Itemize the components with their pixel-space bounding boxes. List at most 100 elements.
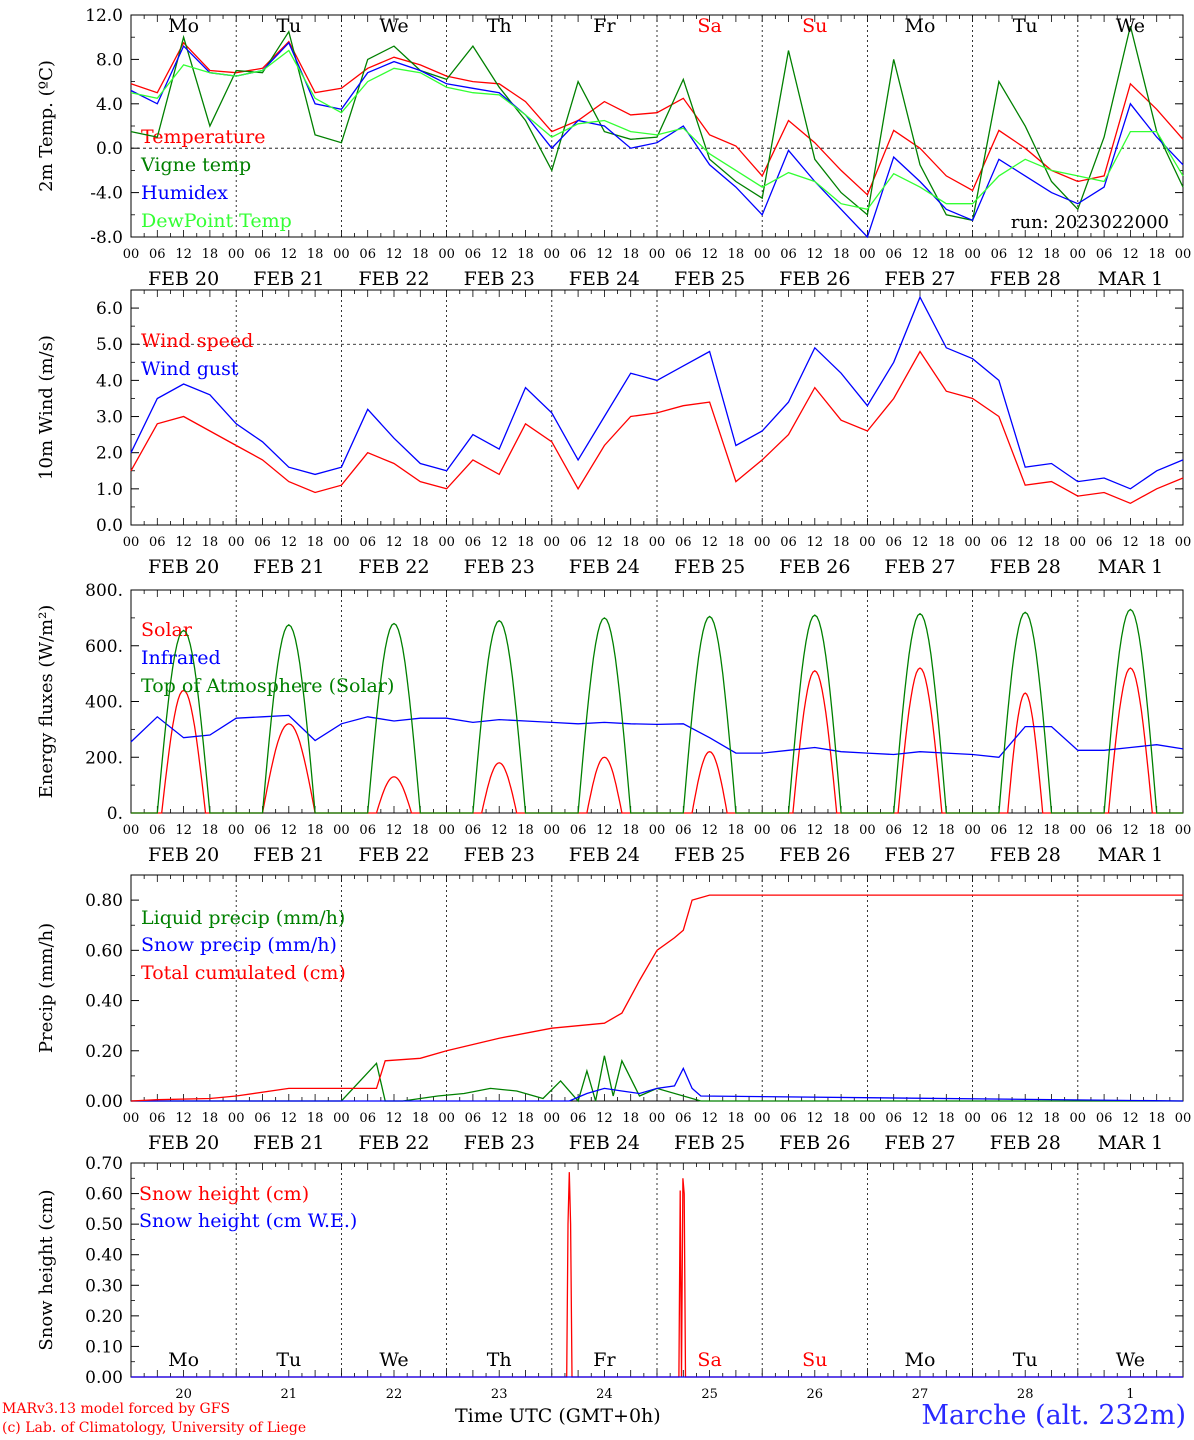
hour-tick-label: 06 (675, 1111, 692, 1126)
hour-tick-label: 12 (596, 247, 613, 262)
weekday-label: Tu (1013, 15, 1038, 37)
day-number-label: 26 (807, 1387, 824, 1402)
hour-tick-label: 00 (1175, 247, 1192, 262)
date-label: FEB 28 (990, 844, 1061, 866)
date-label: FEB 26 (779, 844, 850, 866)
hour-tick-label: 12 (175, 247, 192, 262)
hour-tick-label: 18 (202, 823, 219, 838)
legend-entry: Temperature (141, 126, 265, 148)
hour-tick-label: 18 (1148, 823, 1165, 838)
hour-tick-label: 12 (807, 823, 824, 838)
hour-tick-label: 06 (254, 535, 271, 550)
weekday-label: Tu (276, 15, 301, 37)
hour-tick-label: 00 (649, 247, 666, 262)
hour-tick-label: 18 (1043, 1111, 1060, 1126)
hour-tick-label: 00 (123, 1111, 140, 1126)
legend-entry: Liquid precip (mm/h) (141, 907, 345, 929)
hour-tick-label: 12 (491, 247, 508, 262)
hour-tick-label: 06 (465, 823, 482, 838)
hour-tick-label: 00 (438, 535, 455, 550)
y-tick-label: 5.0 (96, 335, 123, 355)
y-tick-label: 200. (85, 748, 123, 768)
hour-tick-label: 00 (438, 247, 455, 262)
y-tick-label: 600. (85, 637, 123, 657)
y-tick-label: 4.0 (96, 371, 123, 391)
series-line-wind-gust (130, 295, 1184, 490)
hour-tick-label: 06 (885, 535, 902, 550)
y-tick-label: 800. (85, 581, 123, 601)
y-axis-title: Snow height (cm) (36, 1189, 57, 1350)
hour-tick-label: 00 (754, 535, 771, 550)
hour-tick-label: 12 (1122, 247, 1139, 262)
hour-tick-label: 00 (544, 535, 561, 550)
legend-entry: Top of Atmosphere (Solar) (141, 675, 394, 697)
hour-tick-label: 18 (833, 1111, 850, 1126)
hour-tick-label: 00 (649, 535, 666, 550)
hour-tick-label: 12 (1122, 535, 1139, 550)
hour-tick-label: 12 (807, 535, 824, 550)
series-line-snow-precip-mm-h- (131, 1066, 1184, 1102)
hour-tick-label: 18 (833, 535, 850, 550)
y-tick-label: 0.50 (85, 1215, 123, 1235)
hour-tick-label: 12 (175, 823, 192, 838)
hour-tick-label: 18 (1148, 247, 1165, 262)
date-label: FEB 20 (148, 268, 219, 290)
y-tick-label: -4.0 (90, 184, 123, 204)
date-label: FEB 24 (569, 268, 640, 290)
hour-tick-label: 06 (1096, 535, 1113, 550)
hour-tick-label: 00 (438, 1111, 455, 1126)
y-tick-label: 2.0 (96, 444, 123, 464)
weekday-label: Mo (905, 15, 936, 37)
hour-tick-label: 18 (517, 1111, 534, 1126)
hour-tick-label: 06 (254, 247, 271, 262)
y-tick-label: 0.00 (85, 1368, 123, 1388)
hour-tick-label: 06 (570, 247, 587, 262)
date-label: FEB 23 (464, 268, 535, 290)
hour-tick-label: 06 (780, 535, 797, 550)
date-label: FEB 25 (674, 1132, 745, 1154)
legend-entry: Infrared (141, 647, 221, 669)
hour-tick-label: 12 (281, 823, 298, 838)
y-axis-title: 2m Temp. (ºC) (36, 60, 57, 192)
hour-tick-label: 18 (202, 1111, 219, 1126)
date-label: FEB 21 (253, 844, 324, 866)
date-label: FEB 23 (464, 556, 535, 578)
weekday-label: Mo (168, 15, 199, 37)
date-label: FEB 24 (569, 556, 640, 578)
y-tick-label: -8.0 (90, 228, 123, 248)
hour-tick-label: 00 (859, 247, 876, 262)
hour-tick-label: 18 (517, 535, 534, 550)
hour-tick-label: 06 (254, 823, 271, 838)
weekday-label: We (1116, 1349, 1145, 1371)
hour-tick-label: 12 (1122, 1111, 1139, 1126)
hour-tick-label: 00 (754, 247, 771, 262)
day-number-label: 27 (912, 1387, 929, 1402)
hour-tick-label: 12 (386, 247, 403, 262)
hour-tick-label: 18 (202, 535, 219, 550)
hour-tick-label: 18 (728, 535, 745, 550)
hour-tick-label: 18 (1043, 535, 1060, 550)
hour-tick-label: 06 (991, 823, 1008, 838)
series-line-wind-speed (130, 350, 1184, 505)
y-axis-title: 10m Wind (m/s) (36, 335, 57, 480)
hour-tick-label: 00 (1070, 1111, 1087, 1126)
date-label: FEB 27 (884, 268, 955, 290)
y-tick-label: 0. (107, 804, 123, 824)
series-line-liquid-precip-mm-h- (131, 1055, 1183, 1103)
hour-tick-label: 18 (728, 247, 745, 262)
model-credit: MARv3.13 model forced by GFS (2, 1401, 231, 1417)
hour-tick-label: 06 (780, 1111, 797, 1126)
weekday-label: Tu (1013, 1349, 1038, 1371)
date-label: FEB 20 (148, 556, 219, 578)
hour-tick-label: 00 (964, 247, 981, 262)
hour-tick-label: 18 (1043, 247, 1060, 262)
y-tick-label: 0.10 (85, 1337, 123, 1357)
hour-tick-label: 18 (517, 247, 534, 262)
legend-entry: DewPoint Temp (141, 210, 292, 232)
hour-tick-label: 18 (517, 823, 534, 838)
hour-tick-label: 12 (386, 535, 403, 550)
legend-entry: Snow height (cm W.E.) (139, 1210, 357, 1232)
hour-tick-label: 06 (675, 247, 692, 262)
hour-tick-label: 00 (1175, 1111, 1192, 1126)
hour-tick-label: 18 (307, 247, 324, 262)
